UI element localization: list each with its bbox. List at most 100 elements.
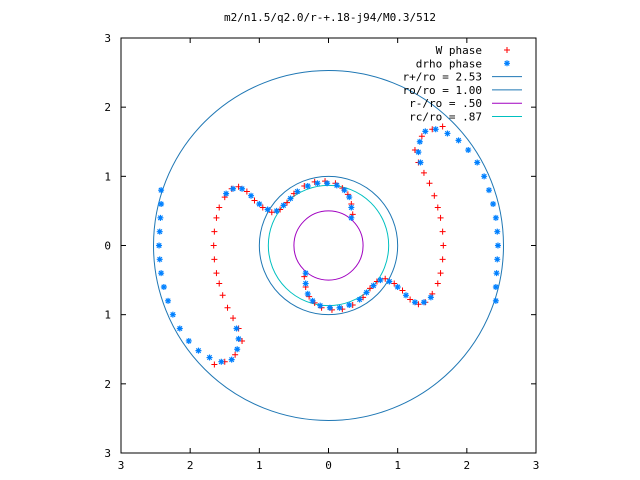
drho-phase-point-26 (165, 297, 172, 304)
legend-label-4: r-/ro = .50 (409, 97, 482, 110)
drho-phase-point-21 (156, 228, 163, 235)
circle-ro-ro (258, 175, 399, 316)
drho-phase-point-61 (492, 214, 499, 221)
circle-r-ro (153, 70, 504, 421)
w-phase-point-19 (213, 214, 220, 221)
x-tick-label-1: 2 (187, 459, 194, 472)
w-phase-point-23 (213, 270, 220, 277)
drho-phase-point-41 (317, 302, 324, 309)
drho-phase-point-18 (158, 187, 165, 194)
drho-phase-point-33 (228, 356, 235, 363)
circle-rc-ro (267, 184, 390, 307)
x-tick-label-0: 3 (118, 459, 125, 472)
legend-label-2: r+/ro = 2.53 (403, 71, 482, 84)
phase-points (156, 123, 501, 368)
legend-label-3: ro/ro = 1.00 (403, 84, 482, 97)
drho-phase-point-14 (248, 192, 255, 199)
drho-phase-point-56 (492, 284, 499, 290)
drho-phase-point-17 (223, 190, 230, 197)
drho-phase-point-8 (294, 188, 301, 195)
drho-phase-point-6 (314, 180, 321, 187)
y-tick-label-4: 1 (104, 309, 111, 322)
drho-phase-point-44 (346, 301, 353, 308)
w-phase-point-11 (268, 209, 275, 216)
drho-phase-point-39 (304, 290, 311, 297)
drho-phase-point-1 (348, 204, 355, 211)
drho-phase-point-43 (336, 304, 343, 311)
drho-phase-point-54 (427, 294, 434, 301)
drho-phase-point-40 (309, 297, 316, 304)
drho-phase-point-35 (235, 335, 242, 342)
drho-phase-point-57 (493, 270, 500, 277)
x-tick-label-5: 2 (464, 459, 471, 472)
y-tick-label-0: 3 (104, 32, 111, 45)
drho-phase-point-10 (280, 202, 287, 209)
w-phase-point-44 (382, 275, 389, 282)
drho-phase-point-0 (348, 214, 355, 221)
drho-phase-point-63 (485, 187, 492, 194)
series-w-phase (210, 123, 447, 368)
drho-phase-point-49 (386, 278, 393, 285)
drho-phase-point-62 (490, 201, 497, 207)
drho-phase-point-47 (370, 282, 377, 289)
w-phase-point-21 (210, 242, 217, 249)
w-phase-point-56 (437, 214, 444, 221)
w-phase-point-51 (434, 280, 441, 287)
chart-title: m2/n1.5/q2.0/r-+.18-j94/M0.3/512 (224, 11, 436, 24)
drho-phase-point-46 (363, 289, 370, 296)
drho-phase-point-24 (158, 270, 165, 277)
y-tick-label-6: 3 (104, 447, 111, 460)
w-phase-point-26 (224, 304, 231, 311)
drho-phase-point-42 (326, 304, 333, 311)
drho-phase-point-29 (185, 337, 192, 344)
w-phase-point-32 (211, 361, 218, 368)
drho-phase-point-23 (156, 256, 163, 263)
drho-phase-point-70 (422, 128, 429, 135)
w-phase-point-63 (418, 133, 425, 140)
drho-phase-point-32 (218, 358, 225, 365)
drho-phase-point-28 (176, 325, 183, 332)
drho-phase-point-34 (234, 346, 241, 353)
w-phase-point-65 (439, 123, 446, 130)
drho-phase-point-15 (239, 185, 246, 192)
drho-phase-point-73 (417, 159, 424, 166)
drho-phase-point-19 (158, 201, 165, 207)
drho-phase-point-66 (465, 147, 472, 154)
y-tick-label-2: 1 (104, 170, 111, 183)
w-phase-point-24 (216, 280, 223, 287)
legend-label-1: drho phase (416, 57, 482, 70)
w-phase-point-52 (437, 270, 444, 277)
drho-phase-point-68 (444, 130, 451, 137)
drho-phase-point-3 (341, 187, 348, 194)
legend-sample-1 (504, 60, 510, 67)
drho-phase-point-5 (324, 180, 331, 187)
w-phase-point-45 (391, 280, 398, 287)
w-phase-point-57 (434, 204, 441, 211)
drho-phase-point-16 (230, 185, 237, 192)
drho-phase-point-58 (494, 256, 501, 263)
circle-r-ro (293, 210, 364, 281)
w-phase-point-55 (439, 228, 446, 235)
x-tick-label-4: 1 (394, 459, 401, 472)
drho-phase-point-71 (416, 138, 423, 145)
w-phase-point-13 (251, 197, 258, 204)
x-tick-label-2: 1 (256, 459, 263, 472)
drho-phase-point-45 (356, 296, 363, 303)
drho-phase-point-13 (256, 201, 263, 207)
drho-phase-point-20 (157, 214, 164, 221)
w-phase-point-22 (211, 256, 218, 263)
w-phase-point-18 (216, 204, 223, 211)
drho-phase-point-2 (346, 194, 353, 201)
drho-phase-point-69 (432, 126, 439, 133)
drho-phase-point-7 (304, 183, 311, 190)
drho-phase-point-65 (474, 159, 481, 166)
y-tick-label-1: 2 (104, 101, 111, 114)
w-phase-point-9 (284, 199, 290, 206)
drho-phase-point-4 (333, 182, 340, 189)
x-tick-label-3: 0 (325, 459, 332, 472)
drho-phase-point-60 (494, 228, 501, 235)
drho-phase-point-25 (160, 284, 167, 290)
legend-sample-0 (504, 47, 510, 53)
